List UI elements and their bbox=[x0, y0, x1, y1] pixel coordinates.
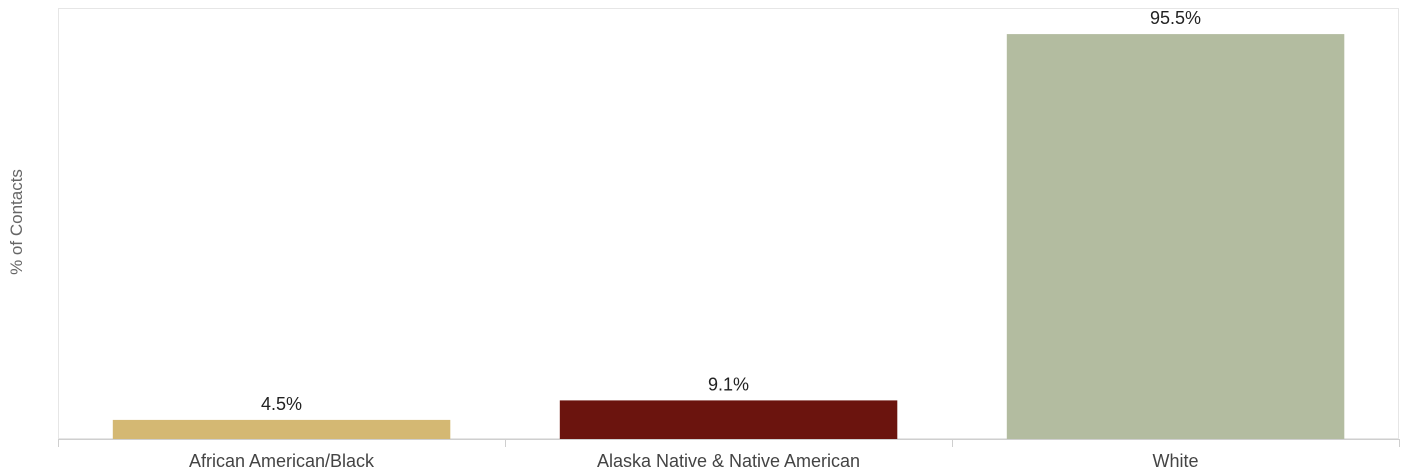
data-labels-group: 4.5% 9.1% 95.5% bbox=[261, 8, 1201, 414]
x-tick-label-0: African American/Black bbox=[189, 451, 375, 470]
data-label-1: 9.1% bbox=[708, 374, 749, 394]
x-ticks-group bbox=[58, 439, 1400, 447]
x-tick-labels-group: African American/Black Alaska Native & Na… bbox=[189, 451, 1199, 470]
data-label-0: 4.5% bbox=[261, 394, 302, 414]
bar-2 bbox=[1006, 34, 1345, 439]
x-tick-label-2: White bbox=[1152, 451, 1198, 470]
bar-1 bbox=[559, 400, 898, 439]
bar-0 bbox=[112, 419, 451, 439]
y-axis-label: % of Contacts bbox=[7, 169, 26, 275]
x-tick-label-1: Alaska Native & Native American bbox=[597, 451, 860, 470]
bars-group bbox=[112, 34, 1345, 439]
data-label-2: 95.5% bbox=[1150, 8, 1201, 28]
